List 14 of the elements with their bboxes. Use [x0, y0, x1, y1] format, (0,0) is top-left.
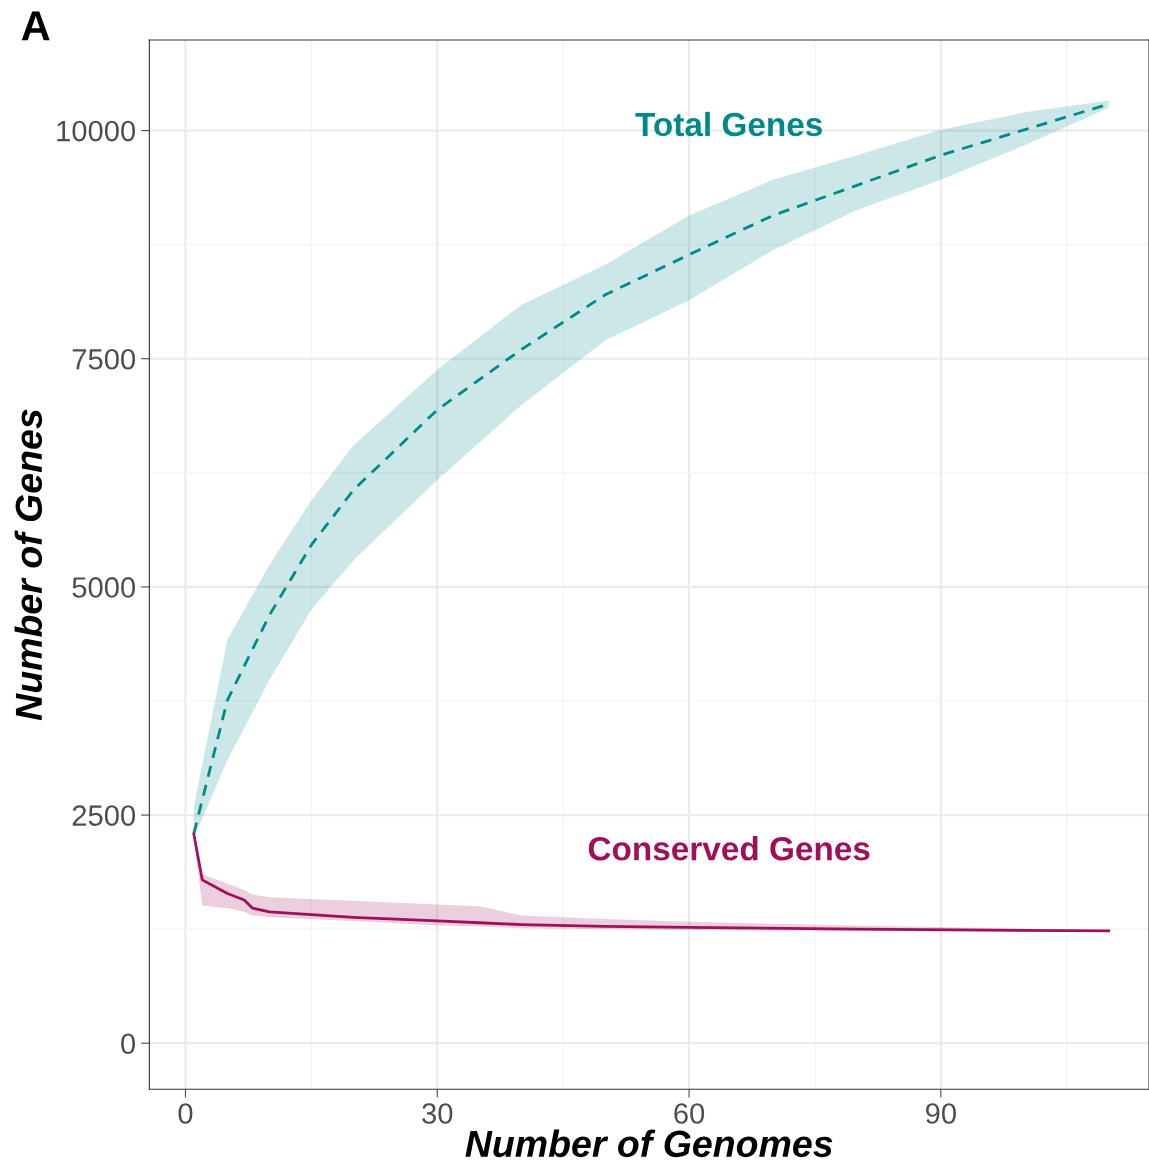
x-tick-label: 90: [926, 1103, 956, 1124]
x-tick-label: 30: [422, 1103, 453, 1124]
x-tick-label: 60: [674, 1103, 705, 1124]
x-tick-label: 0: [178, 1103, 193, 1124]
y-tick-label: 2500: [72, 805, 136, 826]
series-label: Conserved Genes: [588, 836, 870, 861]
y-tick-label: 5000: [72, 577, 136, 598]
y-tick-label: 7500: [72, 348, 136, 370]
text: A: [21, 11, 50, 41]
series-label: Total Genes: [635, 111, 822, 137]
x-axis-title: Number of Genomes: [465, 1129, 833, 1158]
y-axis-title: Number of Genes: [14, 409, 43, 721]
y-tick-label: 10000: [57, 120, 136, 142]
y-tick-label: 0: [121, 1033, 136, 1055]
